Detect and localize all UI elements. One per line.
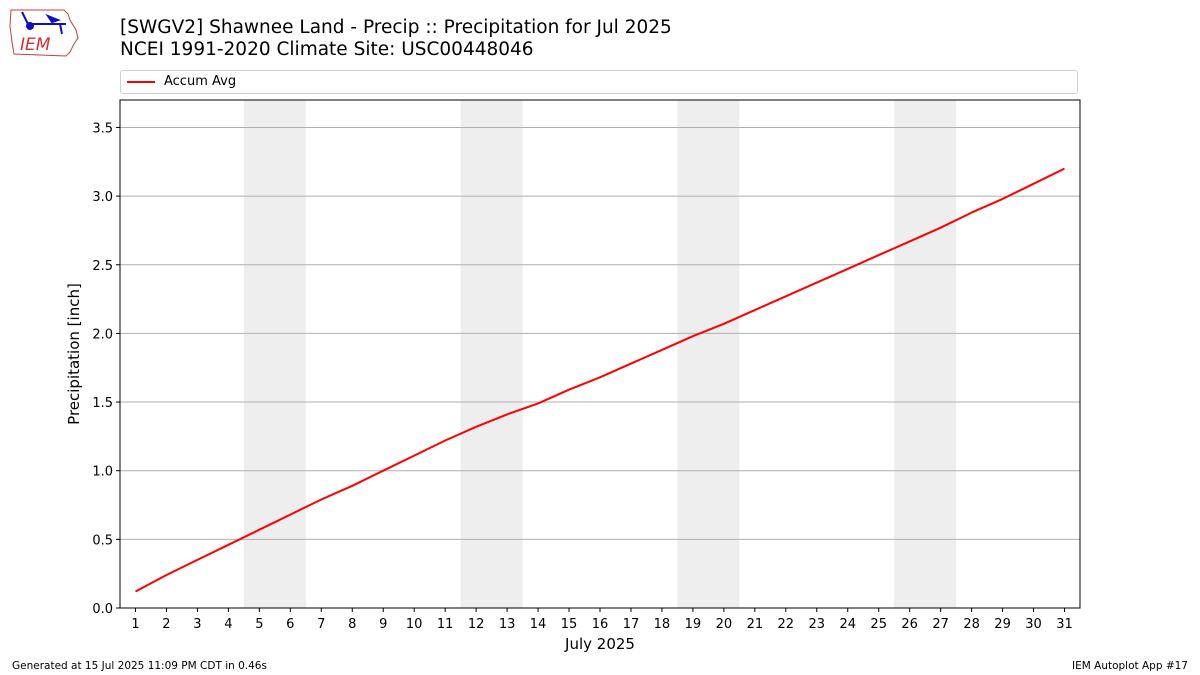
- y-tick-label-5: 2.5: [92, 259, 113, 274]
- x-tick-label-9: 10: [406, 617, 423, 632]
- iem-logo: IEM: [9, 9, 79, 57]
- x-tick-label-18: 19: [685, 617, 702, 632]
- x-tick-label-30: 31: [1056, 617, 1073, 632]
- x-tick-label-29: 30: [1025, 617, 1042, 632]
- legend-swatch-accum-avg: [127, 81, 155, 83]
- weekend-band-2: [677, 100, 740, 608]
- chart-title: [SWGV2] Shawnee Land - Precip :: Precipi…: [120, 17, 672, 61]
- y-tick-label-4: 2.0: [92, 327, 113, 342]
- x-tick-label-26: 27: [932, 617, 949, 632]
- x-tick-label-14: 15: [561, 617, 578, 632]
- weekend-band-1: [460, 100, 523, 608]
- x-tick-label-11: 12: [468, 617, 485, 632]
- x-tick-label-27: 28: [963, 617, 980, 632]
- logo-text: IEM: [20, 35, 51, 55]
- x-tick-label-24: 25: [870, 617, 887, 632]
- x-tick-label-7: 8: [348, 617, 356, 632]
- x-tick-label-4: 5: [255, 617, 263, 632]
- weekend-band-0: [243, 100, 306, 608]
- x-tick-label-6: 7: [317, 617, 325, 632]
- x-tick-label-21: 22: [778, 617, 795, 632]
- y-axis-label: Precipitation [inch]: [65, 283, 83, 425]
- x-tick-label-23: 24: [839, 617, 856, 632]
- y-tick-label-0: 0.0: [92, 602, 113, 617]
- x-tick-label-12: 13: [499, 617, 516, 632]
- title-line-2: NCEI 1991-2020 Climate Site: USC00448046: [120, 39, 534, 60]
- iowa-outline-icon: [9, 9, 79, 57]
- y-tick-label-2: 1.0: [92, 465, 113, 480]
- footer-generated: Generated at 15 Jul 2025 11:09 PM CDT in…: [12, 660, 267, 672]
- x-tick-label-22: 23: [809, 617, 826, 632]
- legend-label-accum-avg: Accum Avg: [164, 74, 237, 89]
- x-tick-label-0: 1: [131, 617, 139, 632]
- weather-station-icon: [21, 11, 66, 35]
- y-tick-label-3: 1.5: [92, 396, 113, 411]
- x-tick-label-17: 18: [654, 617, 671, 632]
- x-tick-label-16: 17: [623, 617, 640, 632]
- x-tick-label-15: 16: [592, 617, 609, 632]
- x-tick-label-1: 2: [162, 617, 170, 632]
- legend: Accum Avg: [120, 70, 1078, 94]
- x-tick-label-25: 26: [901, 617, 918, 632]
- plot-frame: [119, 99, 1081, 609]
- y-tick-label-6: 3.0: [92, 190, 113, 205]
- x-tick-label-28: 29: [994, 617, 1011, 632]
- x-tick-label-3: 4: [224, 617, 232, 632]
- y-tick-label-7: 3.5: [92, 121, 113, 136]
- x-tick-label-10: 11: [437, 617, 454, 632]
- x-tick-label-13: 14: [530, 617, 547, 632]
- series-line-accum-avg: [135, 167, 1065, 593]
- x-tick-label-8: 9: [379, 617, 387, 632]
- weekend-band-3: [894, 100, 957, 608]
- footer-app: IEM Autoplot App #17: [1072, 660, 1188, 672]
- x-tick-label-19: 20: [716, 617, 733, 632]
- title-line-1: [SWGV2] Shawnee Land - Precip :: Precipi…: [120, 17, 672, 38]
- x-axis-label: July 2025: [564, 635, 635, 653]
- x-tick-label-20: 21: [747, 617, 764, 632]
- y-tick-label-1: 0.5: [92, 533, 113, 548]
- x-tick-label-5: 6: [286, 617, 294, 632]
- x-tick-label-2: 3: [193, 617, 201, 632]
